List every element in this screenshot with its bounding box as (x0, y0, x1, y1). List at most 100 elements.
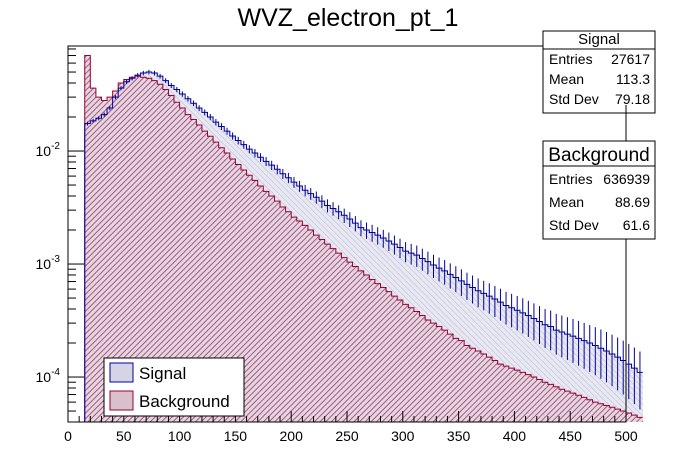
y-axis: 10-2 10-3 10-4 (36, 48, 84, 423)
background-bar (246, 175, 253, 422)
background-bar (330, 248, 337, 422)
background-bar (369, 279, 376, 422)
background-bar (101, 100, 108, 422)
background-bar (586, 399, 593, 422)
x-tick-label: 0 (64, 428, 72, 444)
background-bar (129, 77, 136, 423)
legend: Signal Background (103, 357, 245, 417)
background-bar (486, 357, 493, 422)
signal-bar (553, 330, 560, 422)
background-bar (196, 124, 203, 423)
background-bar (402, 304, 409, 422)
background-bar (464, 345, 471, 422)
signal-bar (564, 334, 571, 422)
x-tick-label: 450 (559, 428, 583, 444)
background-bar (207, 136, 214, 423)
background-bar (358, 270, 365, 422)
background-bar (347, 262, 353, 422)
background-bar (280, 206, 286, 422)
background-bar (620, 411, 627, 422)
signal-bar (570, 336, 577, 422)
signal-bar (581, 340, 588, 422)
background-bar (475, 350, 482, 422)
x-tick-label: 300 (391, 428, 415, 444)
stats-box-background (542, 140, 656, 240)
stats-label: Entries (549, 171, 593, 187)
background-bar (581, 397, 588, 422)
background-bar (291, 217, 298, 422)
signal-bar (519, 312, 526, 422)
legend-swatch-signal (109, 362, 134, 383)
background-bar (425, 319, 431, 422)
background-bar (90, 88, 97, 422)
background-bar (118, 82, 125, 423)
x-tick-label: 500 (614, 428, 638, 444)
background-bar (201, 131, 208, 422)
stats-value: 27617 (611, 51, 650, 67)
background-bar (492, 360, 498, 422)
signal-bar (525, 315, 532, 422)
background-bar (168, 95, 175, 422)
background-bar (190, 119, 197, 422)
signal-outline-layer (84, 71, 643, 422)
background-bar (430, 323, 437, 422)
background-bar (575, 395, 582, 422)
background-bar (274, 201, 281, 422)
x-tick-label: 100 (168, 428, 192, 444)
background-bar (134, 76, 141, 422)
background-bar (218, 147, 225, 422)
background-bar (151, 80, 158, 422)
x-tick-label: 400 (503, 428, 527, 444)
background-bar (240, 169, 247, 422)
background-bar (570, 393, 577, 422)
stats-label: Std Dev (549, 91, 599, 107)
stats-label: Mean (549, 71, 584, 87)
background-bar (302, 225, 309, 422)
background-bar (519, 372, 526, 422)
x-tick-label: 250 (335, 428, 359, 444)
background-bar (497, 364, 504, 422)
signal-bar (586, 343, 593, 422)
background-bar (162, 89, 169, 423)
background-bar (229, 159, 236, 422)
stats-value: 61.6 (623, 217, 650, 233)
background-bar (447, 334, 454, 422)
background-outline-layer (84, 55, 643, 422)
signal-outline (84, 71, 643, 422)
background-bar (419, 315, 426, 422)
background-bar (542, 382, 549, 422)
legend-label-signal: Signal (139, 364, 186, 383)
x-axis: 0 50 100 150 200 250 300 350 400 450 500 (64, 411, 638, 444)
background-bar (252, 180, 259, 422)
background-bar (508, 368, 515, 422)
stats-box-signal (542, 30, 656, 114)
background-bar (525, 374, 532, 422)
background-bar (157, 84, 164, 422)
background-bar (531, 377, 538, 422)
background-bar (285, 211, 292, 422)
signal-bar (547, 326, 554, 422)
background-bar (503, 366, 510, 422)
background-bar (268, 195, 275, 422)
background-bar (609, 407, 616, 422)
background-bar (140, 77, 147, 423)
signal-bar (603, 350, 610, 422)
background-bar (324, 244, 331, 422)
background-bar (319, 239, 325, 422)
x-tick-label: 200 (280, 428, 304, 444)
background-bar (313, 235, 320, 422)
chart-title: WVZ_electron_pt_1 (238, 4, 459, 32)
background-fill-layer (84, 55, 644, 423)
x-tick-label: 50 (116, 428, 132, 444)
signal-bar (598, 348, 604, 422)
background-bar (469, 348, 476, 422)
background-bar (107, 97, 113, 423)
signal-bar (536, 321, 543, 422)
background-bar (185, 114, 192, 423)
signal-bar (497, 302, 504, 422)
background-bar (614, 409, 621, 422)
background-bar (112, 90, 119, 422)
background-bar (386, 291, 392, 422)
stats-label: Entries (549, 51, 593, 67)
